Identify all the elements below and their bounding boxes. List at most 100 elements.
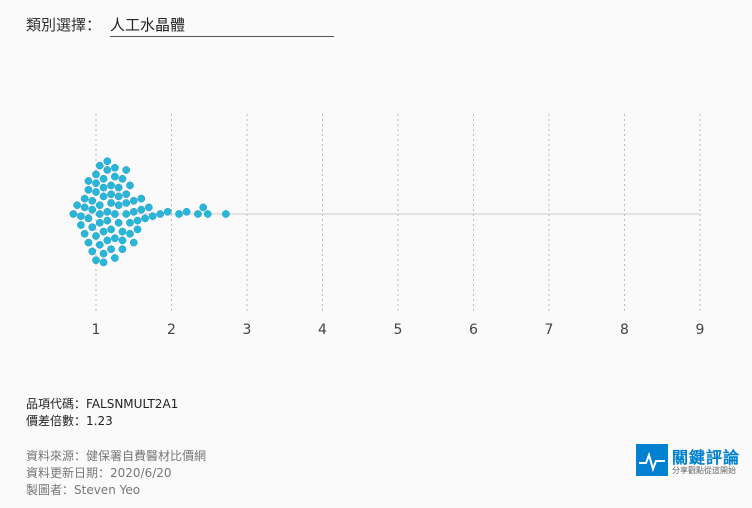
data-point[interactable]: [103, 216, 112, 225]
data-point[interactable]: [126, 218, 134, 227]
data-point[interactable]: [88, 196, 97, 205]
data-point[interactable]: [95, 201, 104, 210]
data-point[interactable]: [99, 192, 108, 201]
data-point[interactable]: [133, 225, 142, 234]
data-point[interactable]: [99, 258, 108, 267]
data-point[interactable]: [92, 170, 100, 179]
data-point[interactable]: [107, 199, 115, 207]
data-point[interactable]: [137, 205, 146, 214]
data-point[interactable]: [88, 247, 97, 256]
x-axis-ticks: 1 2 3 4 5 6 7 8 9: [92, 322, 705, 338]
data-point[interactable]: [118, 236, 127, 245]
data-point[interactable]: [111, 210, 119, 218]
item-code-value: FALSNMULT2A1: [86, 397, 179, 411]
item-code-line: 品項代碼：FALSNMULT2A1: [26, 395, 178, 412]
data-points: [69, 157, 230, 267]
data-point[interactable]: [95, 161, 104, 170]
data-point[interactable]: [126, 229, 134, 238]
data-point[interactable]: [84, 177, 93, 185]
data-point[interactable]: [77, 212, 85, 221]
data-point[interactable]: [129, 207, 138, 216]
data-point[interactable]: [107, 245, 115, 254]
data-point[interactable]: [222, 210, 230, 218]
data-point[interactable]: [88, 205, 97, 214]
data-point[interactable]: [84, 185, 93, 194]
data-point[interactable]: [114, 183, 123, 192]
data-point[interactable]: [182, 207, 191, 216]
data-point[interactable]: [80, 229, 89, 238]
data-point[interactable]: [73, 201, 81, 210]
data-point[interactable]: [111, 163, 119, 172]
data-point[interactable]: [129, 196, 138, 205]
data-point[interactable]: [92, 188, 100, 196]
data-point[interactable]: [107, 225, 115, 234]
data-point[interactable]: [163, 207, 172, 216]
data-point[interactable]: [137, 194, 146, 203]
data-point[interactable]: [95, 218, 104, 227]
data-point[interactable]: [99, 183, 108, 192]
data-point[interactable]: [103, 207, 112, 216]
data-point[interactable]: [77, 221, 85, 229]
data-point[interactable]: [84, 214, 93, 223]
data-point[interactable]: [107, 181, 115, 190]
x-tick-label: 6: [469, 322, 478, 338]
data-point[interactable]: [114, 192, 123, 201]
data-point[interactable]: [103, 157, 112, 166]
data-point[interactable]: [126, 181, 134, 190]
data-point[interactable]: [84, 238, 93, 247]
data-point[interactable]: [92, 232, 100, 240]
data-point[interactable]: [199, 203, 208, 212]
data-point[interactable]: [156, 210, 165, 218]
data-point[interactable]: [141, 214, 149, 223]
data-point[interactable]: [122, 210, 131, 218]
data-point[interactable]: [194, 210, 202, 218]
data-point[interactable]: [80, 203, 89, 212]
gridlines: [95, 114, 701, 312]
brand-logo[interactable]: 關鍵評論 分享觀點從這開始: [636, 444, 740, 478]
brand-logo-title: 關鍵評論: [672, 448, 741, 467]
data-point[interactable]: [88, 223, 97, 232]
data-point[interactable]: [122, 166, 131, 174]
x-tick-label: 7: [545, 322, 554, 338]
data-point[interactable]: [107, 190, 115, 199]
data-point[interactable]: [118, 174, 127, 183]
data-point[interactable]: [95, 210, 104, 218]
data-point[interactable]: [175, 210, 183, 218]
data-point[interactable]: [99, 249, 108, 258]
data-point[interactable]: [118, 227, 127, 236]
category-select[interactable]: 人工水晶體: [110, 12, 334, 37]
data-point[interactable]: [148, 212, 157, 221]
data-point[interactable]: [69, 210, 78, 218]
pulse-logo-icon: [636, 444, 668, 476]
brand-logo-subtitle: 分享觀點從這開始: [672, 466, 736, 475]
data-point[interactable]: [103, 236, 112, 245]
data-point[interactable]: [129, 238, 138, 247]
data-point[interactable]: [111, 254, 119, 262]
chart-author: 製圖者：Steven Yeo: [26, 483, 141, 497]
data-point[interactable]: [80, 194, 89, 203]
x-tick-label: 3: [243, 322, 252, 338]
data-point[interactable]: [203, 210, 212, 218]
data-point[interactable]: [111, 234, 119, 243]
data-point[interactable]: [95, 240, 104, 249]
x-tick-label: 9: [696, 322, 705, 338]
data-point[interactable]: [133, 216, 142, 225]
data-point[interactable]: [114, 201, 123, 210]
data-point[interactable]: [122, 199, 131, 207]
data-point[interactable]: [114, 218, 123, 227]
x-tick-label: 4: [318, 322, 327, 338]
data-point[interactable]: [92, 179, 100, 188]
data-point[interactable]: [122, 190, 131, 199]
data-point[interactable]: [118, 245, 127, 254]
data-point[interactable]: [145, 203, 153, 212]
data-point[interactable]: [99, 227, 108, 236]
data-point[interactable]: [103, 166, 112, 174]
data-point[interactable]: [92, 256, 100, 265]
data-point[interactable]: [111, 172, 119, 181]
category-selector-label: 類別選擇：: [26, 16, 102, 34]
price-ratio-value: 1.23: [86, 414, 113, 428]
data-point[interactable]: [99, 174, 108, 183]
x-tick-label: 5: [394, 322, 403, 338]
data-source: 資料來源：健保署自費醫材比價網: [26, 449, 207, 463]
update-date: 資料更新日期：2020/6/20: [26, 466, 172, 480]
